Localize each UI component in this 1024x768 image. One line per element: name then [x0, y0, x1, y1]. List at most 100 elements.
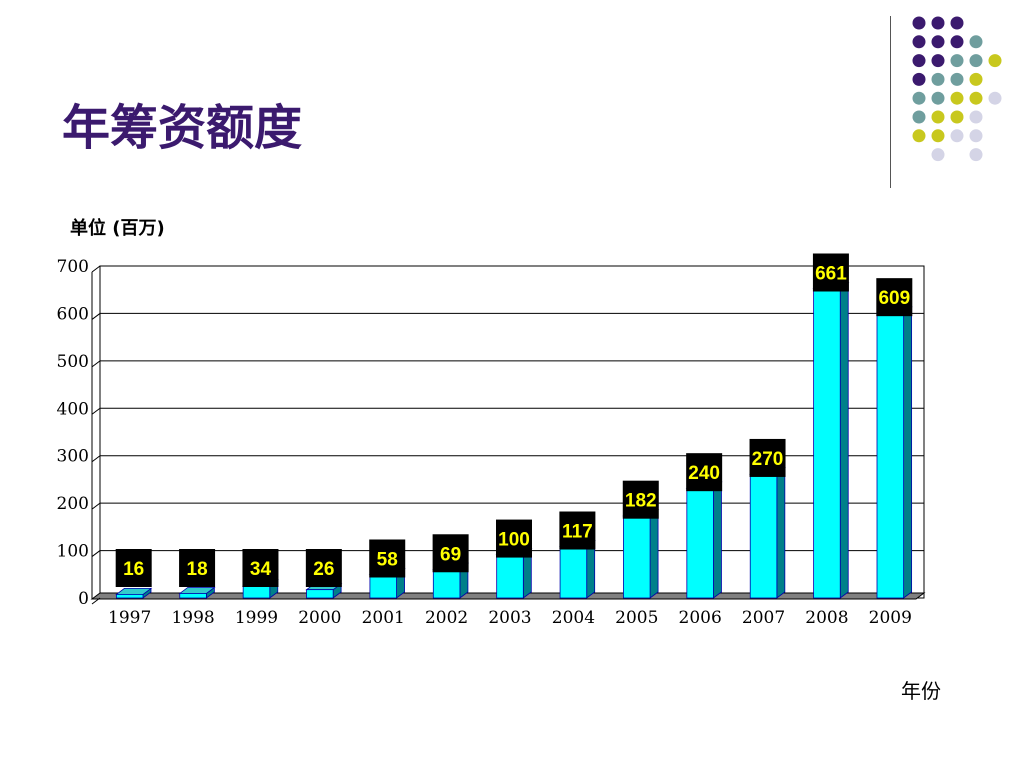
data-label-box: [179, 549, 216, 587]
decorative-dot: [931, 129, 945, 143]
y-tick-mark: [91, 455, 101, 463]
bar-2006: [685, 481, 723, 599]
data-label-text: 100: [498, 530, 530, 551]
bar-2008: [812, 281, 850, 599]
decorative-dot: [931, 16, 945, 30]
bar-2005: [622, 508, 660, 599]
decorative-dot: [950, 110, 964, 124]
data-label-text: 16: [123, 559, 144, 580]
data-label-text: 117: [562, 522, 593, 543]
bar: [496, 554, 524, 599]
y-tick-label: 600: [57, 304, 89, 324]
data-label-box: [559, 511, 596, 550]
x-tick-label: 2008: [805, 608, 848, 628]
data-label: 240: [686, 453, 723, 492]
bar: [369, 574, 397, 599]
x-tick-label: 2007: [742, 608, 785, 628]
y-tick-label: 500: [57, 352, 89, 372]
decorative-dot: [969, 35, 983, 49]
decorative-dot: [950, 72, 964, 86]
decorative-dot: [912, 129, 926, 143]
data-label: 58: [369, 539, 406, 578]
decorative-dot: [988, 54, 1002, 68]
data-label: 16: [115, 549, 152, 587]
decorative-dot: [931, 110, 945, 124]
decorative-dot: [950, 54, 964, 68]
decorative-dot: [931, 35, 945, 49]
bar: [813, 288, 841, 599]
data-label-box: [242, 549, 279, 587]
decorative-dot: [912, 54, 926, 68]
bar-side: [713, 481, 722, 599]
data-label-text: 270: [752, 449, 784, 470]
data-label-text: 661: [815, 263, 847, 284]
x-tick-label: 2006: [679, 608, 722, 628]
data-label-box: [496, 519, 532, 558]
data-label-box: [369, 539, 406, 578]
data-label: 18: [179, 549, 216, 587]
data-label: 26: [305, 549, 342, 587]
decorative-dot: [969, 110, 983, 124]
y-tick-label: 200: [57, 494, 89, 514]
bar: [559, 546, 588, 599]
x-tick-label: 2002: [425, 608, 468, 628]
y-tick-mark: [91, 597, 101, 605]
x-tick-label: 2003: [488, 608, 531, 628]
data-label: 661: [812, 253, 849, 292]
data-label-text: 69: [440, 544, 461, 565]
y-tick-mark: [91, 313, 101, 320]
bar-side: [839, 281, 849, 599]
decorative-dot: [969, 91, 983, 105]
decorative-dot: [912, 110, 926, 124]
bar-1998: [178, 586, 216, 599]
bar: [749, 473, 778, 599]
bar-side: [776, 467, 786, 599]
bar: [686, 487, 714, 599]
data-label: 69: [432, 534, 469, 573]
decorative-dot: [950, 35, 964, 49]
data-label-box: [115, 549, 152, 587]
data-label: 117: [559, 511, 596, 550]
x-tick-label: 2005: [615, 608, 658, 628]
data-label: 34: [242, 549, 279, 587]
x-tick-label: 1997: [108, 608, 151, 628]
data-label-text: 26: [313, 559, 334, 580]
x-tick-label: 2001: [362, 608, 405, 628]
bar-2009: [875, 306, 913, 599]
bar-1997: [115, 587, 153, 599]
decorative-dot: [931, 54, 945, 68]
data-label-box: [686, 453, 723, 492]
data-label-text: 58: [377, 549, 398, 570]
data-label: 609: [876, 278, 913, 317]
decorative-dot: [969, 129, 983, 143]
decorative-divider: [890, 16, 891, 188]
bar: [623, 515, 651, 599]
bar: [306, 589, 334, 599]
bar: [432, 568, 461, 599]
slide-title: 年筹资额度: [62, 100, 303, 156]
decorative-dot: [931, 91, 945, 105]
y-tick-label: 100: [57, 542, 89, 562]
y-tick-label: 300: [57, 447, 89, 467]
decorative-dot: [950, 91, 964, 105]
data-label-text: 34: [250, 559, 272, 580]
y-tick-label: 400: [57, 399, 89, 419]
bar: [876, 312, 905, 599]
data-label-box: [876, 278, 913, 317]
decorative-dot: [912, 91, 926, 105]
y-tick-label: 0: [78, 589, 89, 609]
data-label-text: 609: [878, 288, 910, 309]
bar: [115, 594, 144, 599]
y-tick-mark: [91, 502, 101, 510]
bar-side: [649, 508, 659, 599]
x-tick-label: 2004: [552, 608, 595, 628]
decorative-dot: [969, 148, 983, 162]
data-label: 182: [622, 480, 659, 519]
x-tick-label: 2009: [869, 608, 912, 628]
data-label-box: [432, 534, 469, 573]
decorative-dot: [950, 129, 964, 143]
y-tick-mark: [91, 550, 101, 557]
decorative-dot: [912, 72, 926, 86]
decorative-dot: [931, 72, 945, 86]
